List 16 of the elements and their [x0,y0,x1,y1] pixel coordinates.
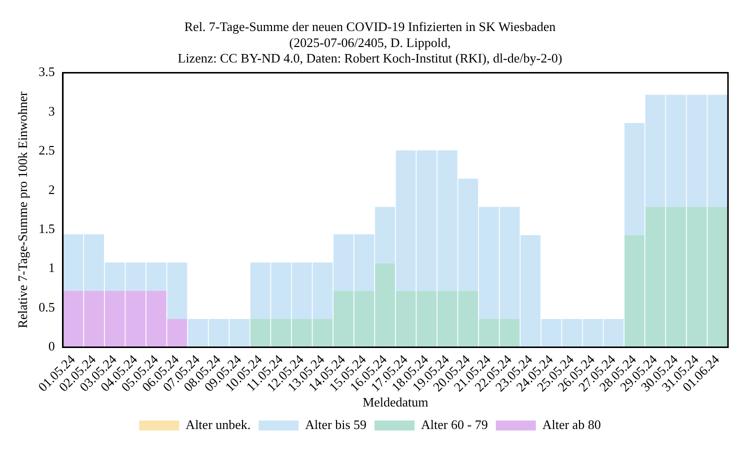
chart-subtitle: (2025-07-06/2405, D. Lippold, Lizenz: CC BY-ND 4.0, Daten: Robert Koch-Institut (RKI), dl-de/by-2-0) [178,34,562,66]
y-tick-label: 2 [48,182,55,197]
legend-label: Alter ab 80 [542,416,601,432]
chart-title: Rel. 7-Tage-Summe der neuen COVID-19 Infizierten in SK Wiesbaden [184,19,556,34]
y-tick-label: 0.5 [38,299,55,314]
y-tick-label: 1.5 [38,221,55,236]
y-tick-label: 3 [48,103,55,118]
y-axis-title: Relative 7-Tage-Summe pro 100k Einwohner [15,91,30,328]
legend-label: Alter 60 - 79 [421,416,488,432]
y-tick-label: 1 [48,260,55,276]
legend-label: Alter bis 59 [305,416,367,432]
y-tick-label: 0 [48,338,55,354]
y-tick-label: 2.5 [38,142,55,158]
legend-label: Alter unbek. [186,416,251,432]
x-axis-title: Meldedatum [362,394,428,410]
y-tick-label: 3.5 [38,64,55,80]
